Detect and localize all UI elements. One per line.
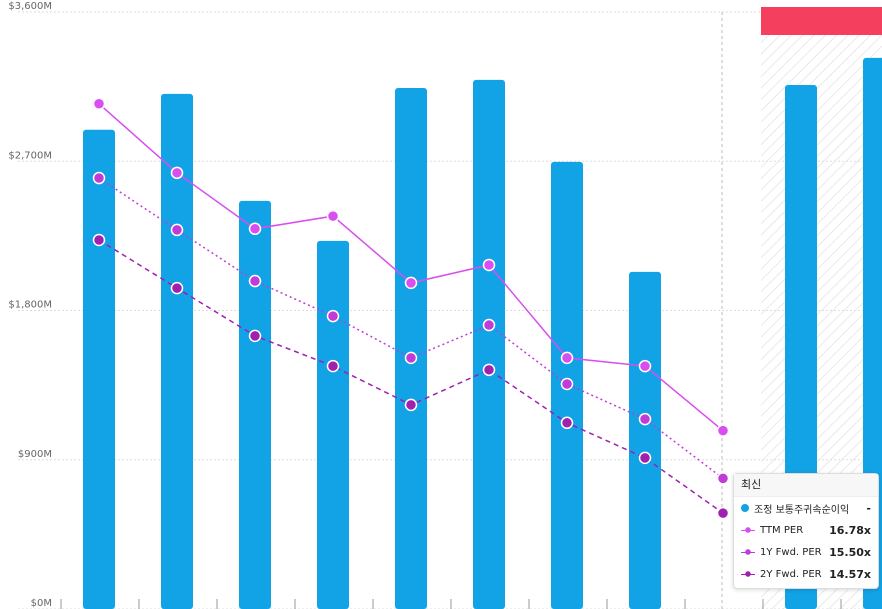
y-tick-label: $2,700M xyxy=(8,150,52,161)
bar xyxy=(629,271,661,609)
line-point xyxy=(638,451,652,465)
line-point xyxy=(248,274,262,288)
bar xyxy=(317,240,349,609)
line-point xyxy=(326,359,340,373)
line-point xyxy=(248,222,262,236)
tooltip-value: - xyxy=(866,501,871,515)
bar xyxy=(473,79,505,609)
tooltip-row: TTM PER 16.78x xyxy=(734,519,878,541)
bar xyxy=(863,57,882,609)
legend-label: 조정 보통주귀속순이익 xyxy=(754,504,850,516)
bar xyxy=(239,200,271,609)
legend-swatch xyxy=(741,527,755,533)
line-point xyxy=(716,424,730,437)
line-point xyxy=(560,351,574,365)
line-point xyxy=(482,363,496,377)
tooltip-row: 2Y Fwd. PER 14.57x xyxy=(734,563,878,585)
tooltip-value: 14.57x xyxy=(829,567,871,581)
bar xyxy=(83,129,115,609)
line-point xyxy=(560,377,574,391)
line-point xyxy=(716,472,730,485)
tooltip-value: 15.50x xyxy=(829,545,871,559)
line-point xyxy=(92,233,106,247)
line-point xyxy=(170,223,184,237)
line-point xyxy=(716,506,730,520)
legend-label: 2Y Fwd. PER xyxy=(760,568,822,580)
tooltip: 최신 조정 보통주귀속순이익 - TTM PER 16.78x 1Y Fwd. PER 1… xyxy=(733,473,879,589)
y-tick-label: $3,600M xyxy=(8,1,52,12)
line-point xyxy=(326,209,340,223)
line-point xyxy=(92,97,106,111)
line-point xyxy=(170,166,184,180)
bar xyxy=(395,87,427,609)
legend-label: TTM PER xyxy=(760,524,804,536)
line-point xyxy=(638,412,652,426)
legend-label: 1Y Fwd. PER xyxy=(760,546,822,558)
legend-swatch xyxy=(741,571,755,577)
line-point xyxy=(404,398,418,412)
line-point xyxy=(482,318,496,332)
forecast-marker xyxy=(761,7,882,35)
tooltip-row: 조정 보통주귀속순이익 - xyxy=(734,497,878,519)
bar xyxy=(161,93,193,609)
line-point xyxy=(404,351,418,365)
line-point xyxy=(326,309,340,323)
line-point xyxy=(170,281,184,295)
line-point xyxy=(92,171,106,185)
line-point xyxy=(560,416,574,430)
y-tick-label: $0M xyxy=(31,598,52,609)
tooltip-row: 1Y Fwd. PER 15.50x xyxy=(734,541,878,563)
legend-swatch xyxy=(741,549,755,555)
tooltip-value: 16.78x xyxy=(829,523,871,537)
legend-swatch xyxy=(741,504,749,512)
tooltip-title: 최신 xyxy=(734,474,878,497)
y-tick-label: $1,800M xyxy=(8,300,52,311)
line-point xyxy=(638,359,652,373)
line-point xyxy=(404,276,418,290)
y-tick-label: $900M xyxy=(18,449,52,460)
line-point xyxy=(482,258,496,272)
line-point xyxy=(248,329,262,343)
